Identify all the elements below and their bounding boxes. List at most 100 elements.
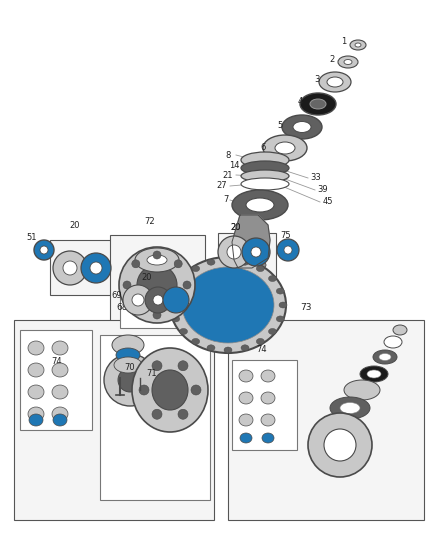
Ellipse shape	[28, 407, 44, 421]
Text: 8: 8	[225, 150, 231, 159]
Ellipse shape	[300, 93, 336, 115]
Ellipse shape	[293, 122, 311, 133]
Text: 14: 14	[229, 160, 239, 169]
Ellipse shape	[284, 246, 292, 254]
Ellipse shape	[241, 178, 289, 190]
Text: 3: 3	[314, 76, 320, 85]
Ellipse shape	[52, 407, 68, 421]
Text: 27: 27	[217, 182, 227, 190]
Text: 20: 20	[70, 221, 80, 230]
Text: 2: 2	[329, 55, 335, 64]
Ellipse shape	[152, 370, 188, 410]
Bar	[120, 280, 205, 328]
Ellipse shape	[263, 135, 307, 161]
Text: 74: 74	[257, 345, 267, 354]
Ellipse shape	[324, 429, 356, 461]
Ellipse shape	[28, 385, 44, 399]
Bar	[14, 320, 214, 520]
Text: 75: 75	[281, 230, 291, 239]
Ellipse shape	[330, 397, 370, 419]
Ellipse shape	[277, 239, 299, 261]
Bar	[50, 240, 122, 295]
Text: 20: 20	[231, 223, 241, 232]
Ellipse shape	[246, 198, 274, 212]
Ellipse shape	[232, 190, 288, 220]
Text: 4: 4	[297, 98, 303, 107]
Ellipse shape	[261, 370, 275, 382]
Ellipse shape	[241, 170, 289, 182]
Ellipse shape	[379, 353, 391, 360]
Ellipse shape	[40, 246, 48, 254]
Ellipse shape	[139, 385, 149, 395]
Ellipse shape	[367, 370, 381, 378]
Ellipse shape	[251, 247, 261, 257]
Ellipse shape	[261, 414, 275, 426]
Ellipse shape	[52, 363, 68, 377]
Ellipse shape	[207, 259, 215, 265]
Ellipse shape	[132, 260, 140, 268]
Ellipse shape	[340, 402, 360, 414]
Text: 72: 72	[145, 217, 155, 227]
Ellipse shape	[114, 357, 142, 373]
Ellipse shape	[169, 302, 177, 308]
Ellipse shape	[238, 259, 266, 271]
Text: 74: 74	[52, 358, 62, 367]
Text: 1: 1	[341, 37, 346, 46]
Text: 45: 45	[323, 198, 333, 206]
Ellipse shape	[180, 328, 187, 334]
Ellipse shape	[393, 325, 407, 335]
Ellipse shape	[145, 287, 171, 313]
Bar	[20, 330, 92, 430]
Ellipse shape	[239, 392, 253, 404]
Ellipse shape	[178, 409, 188, 419]
Ellipse shape	[53, 251, 87, 285]
Ellipse shape	[191, 385, 201, 395]
Ellipse shape	[118, 368, 142, 392]
Ellipse shape	[172, 288, 180, 294]
Text: 73: 73	[300, 303, 312, 312]
Bar	[228, 320, 424, 520]
Ellipse shape	[29, 414, 43, 426]
Ellipse shape	[163, 287, 189, 313]
Ellipse shape	[174, 302, 182, 310]
Ellipse shape	[153, 295, 163, 305]
Ellipse shape	[81, 253, 111, 283]
Ellipse shape	[236, 242, 268, 262]
Ellipse shape	[152, 409, 162, 419]
Text: 20: 20	[142, 272, 152, 281]
Ellipse shape	[137, 265, 177, 305]
Ellipse shape	[123, 285, 153, 315]
Ellipse shape	[275, 142, 295, 154]
Ellipse shape	[239, 370, 253, 382]
Ellipse shape	[327, 77, 343, 87]
Ellipse shape	[241, 345, 249, 351]
Ellipse shape	[308, 413, 372, 477]
Ellipse shape	[239, 414, 253, 426]
Bar	[218, 233, 276, 278]
Text: 68: 68	[116, 303, 128, 312]
Ellipse shape	[180, 276, 187, 281]
Ellipse shape	[224, 257, 232, 263]
Ellipse shape	[268, 276, 276, 281]
Ellipse shape	[373, 350, 397, 364]
Text: 39: 39	[318, 185, 328, 195]
Ellipse shape	[282, 115, 322, 139]
Ellipse shape	[241, 161, 289, 175]
Ellipse shape	[147, 255, 167, 265]
Ellipse shape	[53, 414, 67, 426]
Ellipse shape	[119, 247, 195, 323]
Ellipse shape	[132, 302, 140, 310]
Ellipse shape	[152, 361, 162, 371]
Ellipse shape	[52, 341, 68, 355]
Ellipse shape	[384, 336, 402, 348]
Ellipse shape	[344, 60, 352, 64]
Ellipse shape	[279, 302, 287, 308]
Bar	[100, 335, 210, 500]
Ellipse shape	[241, 259, 249, 265]
Text: 70: 70	[125, 364, 135, 373]
Text: 20: 20	[231, 223, 241, 232]
Text: 51: 51	[27, 233, 37, 243]
Text: 69: 69	[112, 290, 122, 300]
Ellipse shape	[112, 335, 144, 355]
Text: 21: 21	[223, 171, 233, 180]
